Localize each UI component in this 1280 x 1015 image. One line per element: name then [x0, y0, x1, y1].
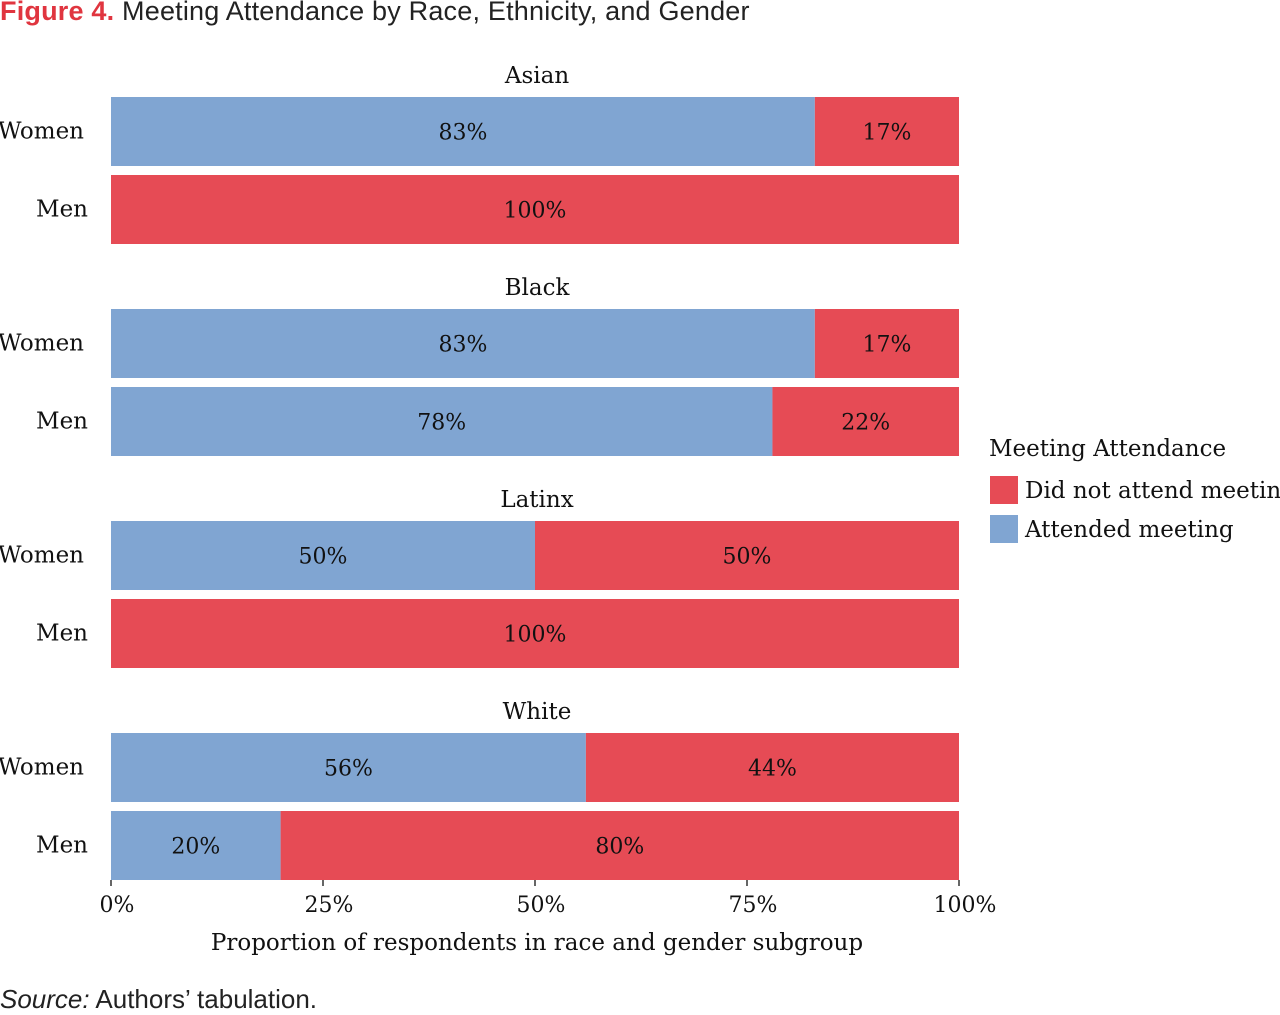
data-label-attended: 78% [417, 411, 466, 436]
bar-did-not-attend [814, 309, 959, 378]
row-label: Women [0, 119, 84, 145]
panel-title: Black [505, 275, 571, 301]
data-label-attended: 20% [171, 835, 220, 860]
row-label: Women [0, 543, 84, 569]
legend-title: Meeting Attendance [989, 436, 1226, 462]
data-label-did-not-attend: 100% [504, 199, 567, 224]
bar-attended [111, 733, 586, 802]
source-note: Source: Authors’ tabulation. [0, 984, 317, 1015]
bar-did-not-attend [585, 733, 959, 802]
data-label-did-not-attend: 17% [862, 333, 911, 358]
bar-attended [111, 521, 535, 590]
x-tick-label: 75% [729, 893, 778, 918]
row-label: Men [36, 621, 88, 647]
source-label: Source: [0, 984, 90, 1014]
legend-entry: Attended meeting [1024, 517, 1234, 543]
bar-did-not-attend [280, 811, 960, 880]
data-label-did-not-attend: 44% [748, 757, 797, 782]
data-label-attended: 50% [299, 545, 348, 570]
figure-title-text: Meeting Attendance by Race, Ethnicity, a… [122, 0, 750, 26]
source-text: Authors’ tabulation. [95, 984, 318, 1014]
bar-did-not-attend [535, 521, 959, 590]
data-label-did-not-attend: 100% [504, 623, 567, 648]
bar-attended [111, 811, 281, 880]
data-label-did-not-attend: 17% [862, 121, 911, 146]
data-label-did-not-attend: 50% [723, 545, 772, 570]
row-label: Women [0, 331, 84, 357]
data-label-attended: 83% [438, 333, 487, 358]
data-label-attended: 56% [324, 757, 373, 782]
figure-label: Figure 4. [0, 0, 115, 26]
legend-swatch [990, 515, 1018, 543]
x-tick-label: 25% [305, 893, 354, 918]
panel-title: Latinx [500, 487, 573, 513]
figure-title: Figure 4. Meeting Attendance by Race, Et… [0, 0, 750, 27]
data-label-did-not-attend: 80% [595, 835, 644, 860]
bar-did-not-attend [772, 387, 959, 456]
data-label-attended: 83% [438, 121, 487, 146]
row-label: Women [0, 755, 84, 781]
panel-title: Asian [504, 63, 569, 89]
row-label: Men [36, 409, 88, 435]
bar-attended [111, 309, 815, 378]
bar-did-not-attend [814, 97, 959, 166]
bar-attended [111, 97, 815, 166]
panel-title: White [503, 699, 572, 725]
bar-did-not-attend [111, 175, 959, 244]
row-label: Men [36, 833, 88, 859]
row-label: Men [36, 197, 88, 223]
bar-did-not-attend [111, 599, 959, 668]
data-label-did-not-attend: 22% [841, 411, 890, 436]
x-tick-label: 50% [517, 893, 566, 918]
legend-swatch [990, 476, 1018, 504]
x-axis-label: Proportion of respondents in race and ge… [211, 930, 863, 956]
legend-entry: Did not attend meeting [1025, 478, 1280, 504]
x-tick-label: 100% [934, 893, 997, 918]
x-tick-label: 0% [100, 893, 135, 918]
bar-attended [111, 387, 773, 456]
